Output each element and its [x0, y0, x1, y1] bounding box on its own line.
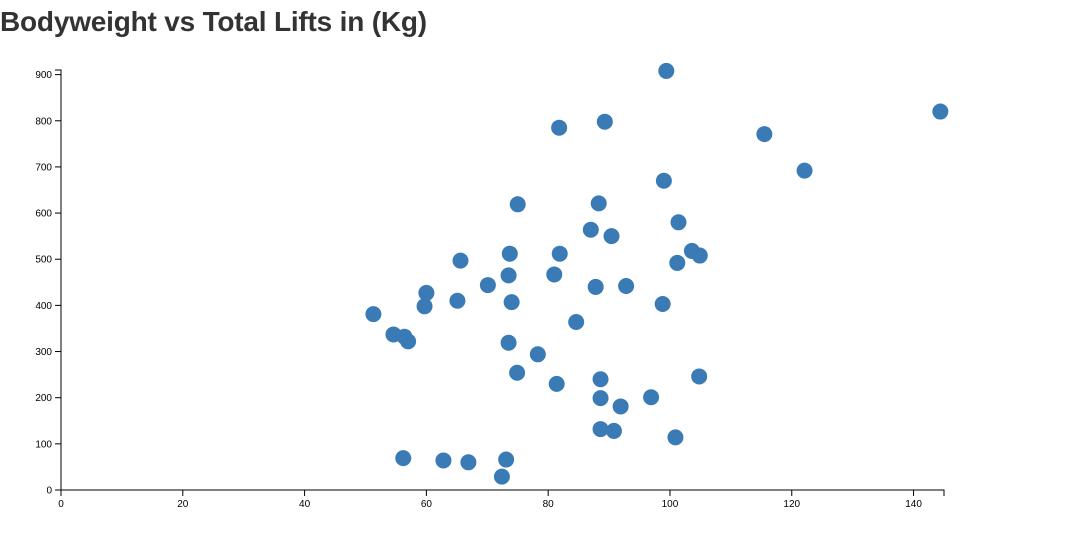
y-tick-label: 800: [35, 116, 52, 127]
y-tick-label: 0: [46, 486, 52, 497]
data-point: [479, 277, 496, 294]
data-point: [365, 306, 382, 323]
y-tick-label: 500: [35, 255, 52, 266]
data-point: [452, 252, 469, 269]
data-point: [493, 468, 510, 485]
x-tick-label: 80: [543, 499, 555, 510]
data-point: [612, 398, 629, 415]
data-point: [643, 389, 660, 406]
data-point: [658, 62, 675, 79]
x-tick-label: 100: [662, 499, 679, 510]
data-point: [529, 346, 546, 363]
data-point: [596, 113, 613, 130]
data-point: [435, 452, 452, 469]
y-tick-label: 600: [35, 209, 52, 220]
data-point: [418, 284, 435, 301]
data-point: [605, 422, 622, 439]
y-tick-label: 200: [35, 393, 52, 404]
data-point: [932, 103, 949, 120]
data-point: [670, 214, 687, 231]
y-axis: 0 100 200 300 400 500 600 700 800 900: [35, 69, 62, 497]
data-point: [503, 294, 520, 311]
y-tick-label: 900: [35, 70, 52, 81]
data-point: [449, 292, 466, 309]
data-point: [756, 126, 773, 143]
data-point: [500, 334, 517, 351]
x-tick-label: 40: [299, 499, 311, 510]
data-point: [548, 375, 565, 392]
data-point: [501, 245, 518, 262]
x-axis: 0 20 40 60 80 100 120 140: [58, 489, 945, 510]
data-point: [551, 119, 568, 136]
data-point: [568, 314, 585, 330]
y-tick-label: 100: [35, 439, 52, 450]
data-points: [365, 62, 949, 485]
data-point: [796, 162, 813, 179]
data-point: [592, 371, 609, 388]
x-tick-label: 120: [783, 499, 800, 510]
data-point: [691, 247, 708, 264]
data-point: [669, 254, 686, 271]
data-point: [500, 267, 517, 284]
data-point: [395, 450, 412, 467]
data-point: [416, 298, 433, 315]
data-point: [509, 364, 526, 381]
x-tick-label: 140: [905, 499, 922, 510]
x-tick-label: 60: [421, 499, 433, 510]
data-point: [590, 195, 607, 212]
x-tick-label: 20: [177, 499, 189, 510]
data-point: [587, 278, 604, 295]
data-point: [509, 196, 526, 213]
data-point: [592, 390, 609, 407]
data-point: [667, 429, 684, 446]
data-point: [655, 172, 672, 189]
x-tick-label: 0: [58, 499, 64, 510]
chart-title: Bodyweight vs Total Lifts in (Kg): [0, 6, 427, 37]
data-point: [654, 296, 671, 312]
x-axis-line: [60, 489, 945, 496]
data-point: [592, 421, 609, 438]
y-tick-label: 700: [35, 162, 52, 173]
data-point: [400, 333, 417, 350]
data-point: [603, 228, 620, 245]
data-point: [460, 454, 477, 471]
data-point: [582, 221, 599, 238]
data-point: [618, 278, 635, 294]
data-point: [546, 266, 563, 283]
y-axis-line: [55, 69, 62, 491]
data-point: [551, 245, 568, 262]
data-point: [691, 368, 708, 385]
data-point: [498, 451, 515, 468]
y-tick-label: 300: [35, 347, 52, 358]
y-tick-label: 400: [35, 301, 52, 312]
